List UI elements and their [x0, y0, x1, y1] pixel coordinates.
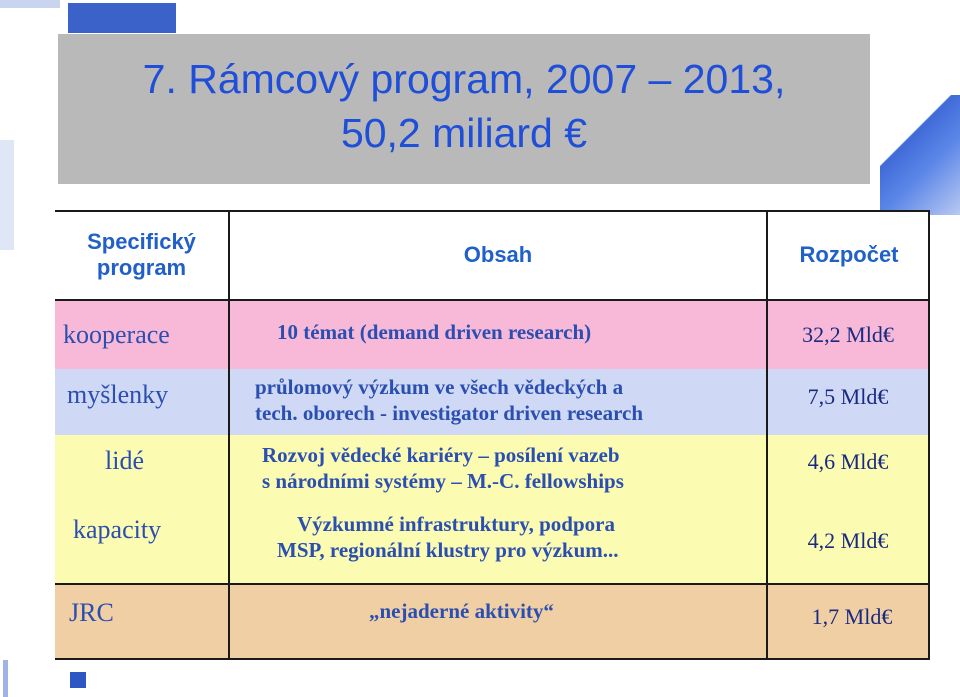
- program-table: Specifický program Obsah Rozpočet kooper…: [55, 210, 930, 660]
- budget-value: 4,2 Mld€: [807, 528, 889, 553]
- content-line: Rozvoj vědecké kariéry – posílení vazeb: [262, 443, 620, 467]
- title-line-2: 50,2 miliard €: [340, 110, 588, 156]
- budget-value: 4,6 Mld€: [807, 449, 889, 474]
- table-row: [55, 300, 930, 369]
- program-label: lidé: [105, 446, 144, 475]
- title-box: 7. Rámcový program, 2007 – 2013, 50,2 mi…: [58, 34, 870, 184]
- program-label: JRC: [69, 598, 114, 627]
- program-label: kooperace: [63, 320, 170, 349]
- grid-line: [55, 299, 930, 301]
- decorative-strip-left: [0, 140, 14, 250]
- content-line: průlomový výzkum ve všech vědeckých a: [255, 375, 624, 399]
- budget-value: 7,5 Mld€: [807, 384, 889, 409]
- table-row: [55, 435, 930, 584]
- content-line: MSP, regionální klustry pro výzkum...: [277, 538, 619, 562]
- header-budget: Rozpočet: [799, 242, 899, 267]
- header-program: Specifický program: [87, 229, 196, 280]
- table-row: [55, 584, 930, 660]
- decorative-wedge-right: [880, 95, 960, 215]
- content-text: 10 témat (demand driven research): [277, 320, 592, 344]
- content-line: s národními systémy – M.-C. fellowships: [262, 469, 624, 493]
- decorative-strip-bottom-left: [3, 660, 8, 697]
- decorative-square-bottom: [70, 672, 86, 688]
- content-line: tech. oborech - investigator driven rese…: [255, 401, 644, 425]
- program-label: kapacity: [73, 515, 162, 544]
- decorative-block-top: [68, 3, 176, 33]
- grid-line: [228, 210, 230, 660]
- slide-title: 7. Rámcový program, 2007 – 2013, 50,2 mi…: [58, 52, 870, 160]
- content-text: Výzkumné infrastruktury, podpora MSP, re…: [277, 511, 767, 565]
- grid-line: [55, 210, 930, 212]
- grid-line: [928, 210, 930, 660]
- program-label: myšlenky: [67, 380, 169, 409]
- budget-value: 1,7 Mld€: [811, 604, 893, 629]
- content-line: Výzkumné infrastruktury, podpora: [297, 512, 615, 536]
- budget-value: 32,2 Mld€: [802, 322, 894, 347]
- header-content: Obsah: [463, 242, 533, 267]
- table-header-row: Specifický program Obsah Rozpočet: [55, 210, 930, 300]
- table-row: [55, 369, 930, 435]
- decorative-band-top: [0, 0, 60, 8]
- grid-line: [55, 658, 930, 660]
- title-line-1: 7. Rámcový program, 2007 – 2013,: [142, 56, 786, 102]
- grid-line: [766, 210, 768, 660]
- content-text: „nejaderné aktivity“: [369, 599, 554, 623]
- grid-line: [55, 583, 930, 585]
- content-text: Rozvoj vědecké kariéry – posílení vazeb …: [262, 442, 762, 496]
- content-text: průlomový výzkum ve všech vědeckých a te…: [255, 370, 765, 430]
